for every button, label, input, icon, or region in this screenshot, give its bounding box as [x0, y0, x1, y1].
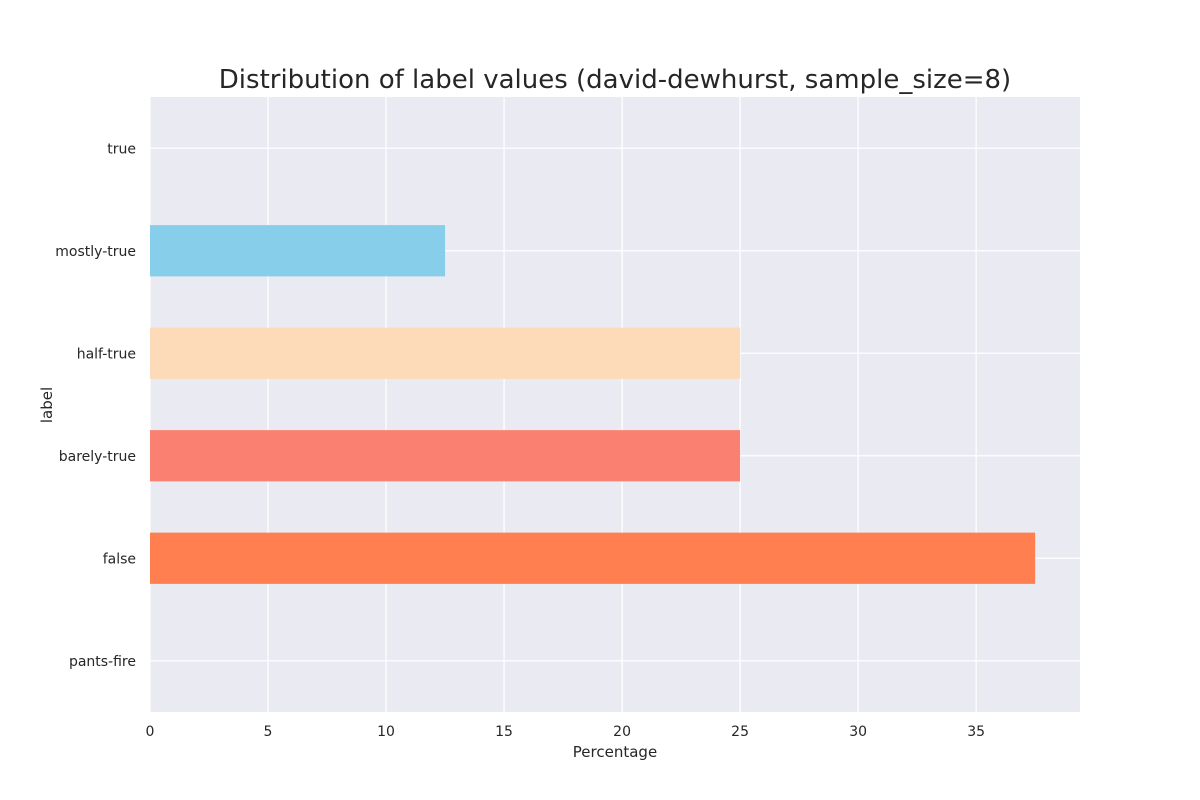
bars: [150, 225, 1036, 584]
y-axis-ticks: true mostly-true half-true barely-true false…: [55, 141, 136, 670]
x-tick-label: 30: [849, 724, 867, 740]
x-axis-ticks: 0 5 10 15 20 25 30 35: [146, 724, 986, 740]
y-axis-label: label: [38, 387, 56, 423]
bar-half-true: [150, 327, 741, 379]
x-tick-label: 0: [146, 724, 155, 740]
x-tick-label: 35: [967, 724, 985, 740]
bar-false: [150, 532, 1036, 584]
x-tick-label: 5: [264, 724, 273, 740]
plot-background: [150, 97, 1080, 712]
x-tick-label: 15: [495, 724, 513, 740]
chart-title: Distribution of label values (david-dewh…: [219, 65, 1011, 95]
y-tick-label: pants-fire: [69, 654, 136, 670]
bar-barely-true: [150, 430, 741, 482]
x-tick-label: 25: [731, 724, 749, 740]
y-tick-label: barely-true: [59, 449, 136, 465]
y-tick-label: false: [103, 551, 136, 567]
y-tick-label: true: [107, 141, 136, 157]
x-tick-label: 10: [377, 724, 395, 740]
bar-mostly-true: [150, 225, 446, 277]
x-axis-label: Percentage: [573, 743, 657, 761]
x-tick-label: 20: [613, 724, 631, 740]
y-tick-label: half-true: [77, 346, 136, 362]
y-tick-label: mostly-true: [55, 244, 136, 260]
